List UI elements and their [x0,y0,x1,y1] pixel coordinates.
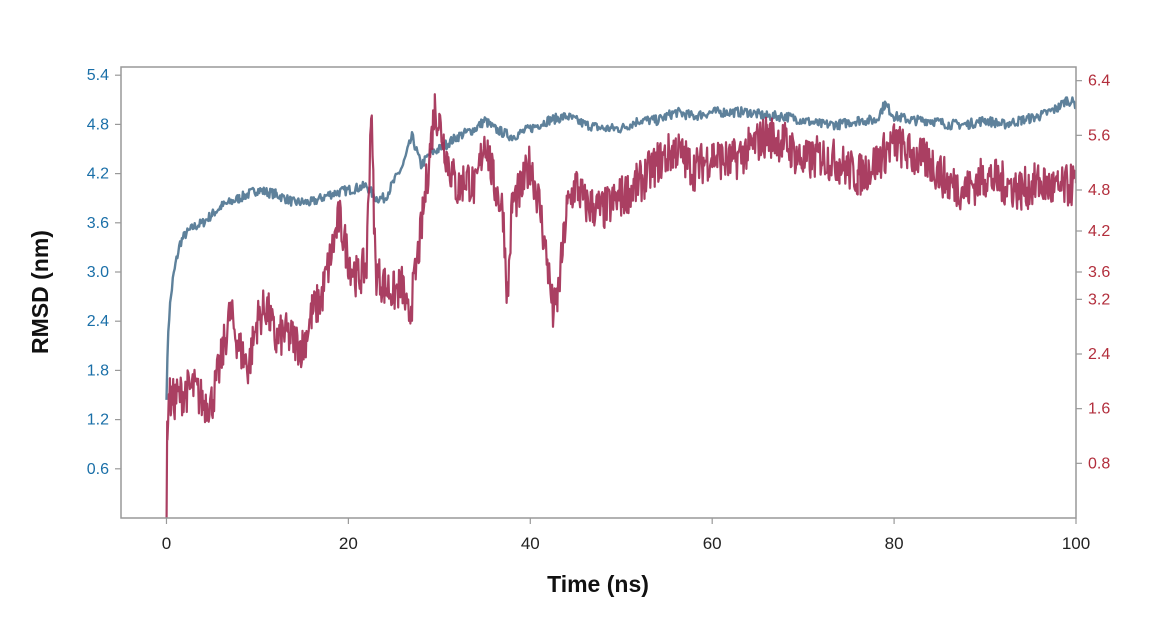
right-tick-label: 1.6 [1088,401,1110,418]
left-tick-label: 3.0 [87,264,109,281]
series-line-left [165,96,1076,400]
left-tick-label: 1.8 [87,362,109,379]
x-tick-label: 100 [1062,534,1090,553]
right-tick-label: 4.2 [1088,223,1110,240]
x-tick-label: 0 [162,534,171,553]
x-axis-title: Time (ns) [547,571,649,597]
right-tick-label: 3.6 [1088,264,1110,281]
right-tick-label: 6.4 [1088,73,1110,90]
left-tick-label: 0.6 [87,461,109,478]
right-tick-label: 4.8 [1088,182,1110,199]
plot-frame [120,66,1077,519]
x-tick-label: 80 [885,534,904,553]
right-tick-label: 2.4 [1088,346,1110,363]
left-tick-label: 4.2 [87,166,109,183]
series-layer [165,93,1076,518]
left-axis: 0.6 1.2 1.8 2.4 3.0 3.6 4.2 4.8 5.4 [87,67,121,478]
left-tick-label: 5.4 [87,67,109,84]
left-tick-label: 3.6 [87,215,109,232]
right-tick-label: 3.2 [1088,291,1110,308]
right-tick-label: 5.6 [1088,127,1110,144]
left-tick-label: 2.4 [87,313,109,330]
x-tick-label: 40 [521,534,540,553]
right-axis: 0.8 1.6 2.4 3.2 3.6 4.2 4.8 5.6 6.4 [1076,73,1110,472]
left-tick-label: 1.2 [87,412,109,429]
right-tick-label: 0.8 [1088,455,1110,472]
left-tick-label: 4.8 [87,116,109,133]
x-tick-label: 20 [339,534,358,553]
series-line-right [165,93,1076,518]
x-tick-label: 60 [703,534,722,553]
y-axis-title: RMSD (nm) [27,230,53,354]
x-axis: 0 20 40 60 80 100 [162,518,1090,553]
